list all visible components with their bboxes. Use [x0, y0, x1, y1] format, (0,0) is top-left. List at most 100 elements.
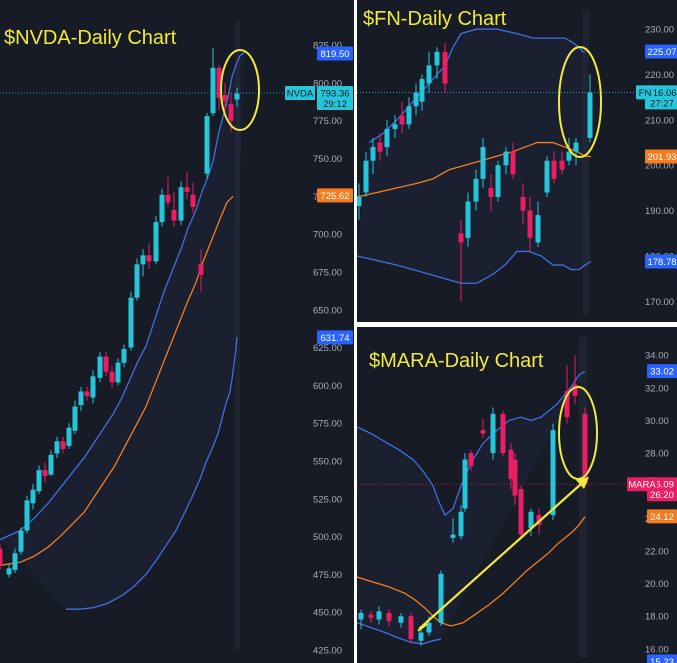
fn-countdown-label: 27:27 [650, 98, 674, 109]
nvda-y-tick-label: 625.00 [313, 343, 342, 354]
nvda-upper-band-line [0, 52, 245, 541]
nvda-candle [78, 386, 84, 412]
mara-candle-body [376, 611, 382, 620]
mara-highlight-circle [558, 386, 598, 480]
mara-candle-body [468, 453, 474, 467]
mara-candle-body [508, 449, 514, 480]
mara-candle [462, 453, 468, 512]
nvda-candle [171, 191, 177, 227]
mara-price-tag-label: 26.09 [650, 480, 674, 491]
nvda-chart-svg: $NVDA-Daily Chart 425.00 450.00 475.00 500.… [0, 20, 353, 657]
fn-price-tag-label: 225.07 [647, 47, 676, 58]
nvda-y-tick-label: 600.00 [313, 381, 342, 392]
nvda-candle-body [134, 264, 140, 298]
fn-candle [363, 151, 369, 197]
fn-candle-body [434, 51, 440, 66]
fn-candle [573, 138, 579, 166]
mara-price-tag-bg [647, 654, 677, 663]
nvda-y-tick-label: 650.00 [313, 305, 342, 316]
nvda-symbol-tag-bg [285, 85, 315, 100]
fn-candle-body [488, 187, 494, 197]
fn-candle-body [587, 92, 593, 138]
nvda-y-tick-label: 800.00 [313, 78, 342, 89]
nvda-band-fill [0, 52, 244, 610]
fn-candle-body [566, 151, 572, 161]
nvda-candle-body [190, 194, 196, 207]
mara-candle [528, 508, 534, 537]
nvda-candle [30, 483, 36, 510]
fn-candle-body [363, 160, 369, 193]
fn-candle-body [480, 147, 486, 179]
fn-candle [587, 74, 593, 143]
mara-plot-group [357, 337, 647, 657]
nvda-candle-body [66, 427, 72, 446]
mara-candle [368, 611, 374, 623]
mara-candle-body [368, 614, 374, 618]
fn-chart-panel[interactable]: $FN-Daily Chart 170.00180.00190.00200.00… [357, 0, 677, 322]
nvda-y-tick-label: 675.00 [313, 267, 342, 278]
nvda-candle [12, 548, 18, 573]
mara-trend-arrow-tail [417, 623, 428, 632]
fn-candle [426, 51, 432, 93]
nvda-y-tick-label: 500.00 [313, 532, 342, 543]
nvda-candle-body [204, 116, 210, 174]
fn-candle-body [510, 151, 516, 175]
nvda-y-tick-label: 525.00 [313, 494, 342, 505]
fn-candle [566, 138, 572, 166]
fn-price-tag-bg [645, 254, 677, 269]
fn-candle-body [465, 201, 471, 238]
nvda-candle [190, 182, 196, 213]
fn-candle-body [406, 106, 412, 125]
mara-candle [458, 505, 464, 540]
nvda-chart-panel[interactable]: $NVDA-Daily Chart 425.00 450.00 475.00 500.… [0, 0, 354, 663]
fn-candle [399, 101, 405, 134]
nvda-price-tag-bg [317, 188, 353, 203]
mara-y-tick-label: 18.00 [645, 612, 669, 623]
nvda-candle-body [159, 194, 165, 223]
nvda-current-bar-highlight [235, 20, 240, 650]
mara-candle-body [518, 488, 524, 535]
mara-lower-band-line [357, 622, 442, 645]
mara-candle-body [398, 616, 404, 623]
fn-upper-band-line [368, 28, 585, 144]
mara-candle [518, 485, 524, 538]
nvda-candle-body [0, 548, 3, 566]
nvda-basis-line [0, 195, 234, 566]
nvda-candle-body [165, 194, 171, 203]
mara-candle-body [582, 413, 588, 485]
fn-candle [559, 151, 565, 175]
nvda-candle [216, 64, 222, 111]
fn-candle [488, 174, 494, 211]
fn-candle-body [392, 124, 398, 129]
mara-symbol-tag-bg [627, 477, 657, 492]
fn-candle-body [458, 233, 464, 243]
fn-candle [495, 160, 501, 202]
nvda-candle [165, 176, 171, 207]
mara-chart-title: $MARA-Daily Chart [369, 350, 544, 372]
mara-candle-body [458, 511, 464, 537]
mara-price-tag: 33.02 [647, 364, 677, 379]
nvda-candle [36, 465, 42, 495]
nvda-candle-body [146, 255, 152, 262]
mara-trend-arrow [417, 477, 589, 632]
fn-candle-body [527, 210, 533, 238]
fn-candle-body [544, 160, 550, 193]
mara-price-tag: 15.23 [647, 654, 677, 663]
nvda-candle-body [12, 553, 18, 570]
mara-candle [480, 418, 486, 439]
mara-y-tick-label: 22.00 [645, 546, 669, 557]
fn-candle [510, 142, 516, 179]
nvda-y-tick-label: 700.00 [313, 230, 342, 241]
nvda-candle [184, 172, 190, 200]
nvda-candle [60, 436, 66, 454]
mara-chart-panel[interactable]: $MARA-Daily Chart 16.00 18.00 20.00 22.00 24… [357, 327, 677, 663]
nvda-price-tag: 725.62 [317, 188, 353, 203]
mara-candle-body [480, 430, 486, 434]
nvda-candle-body [30, 489, 36, 504]
fn-candle [370, 138, 376, 175]
nvda-candle-body [84, 391, 90, 396]
fn-candle-body [426, 65, 432, 84]
fn-symbol-tag-label: FN [639, 88, 652, 99]
